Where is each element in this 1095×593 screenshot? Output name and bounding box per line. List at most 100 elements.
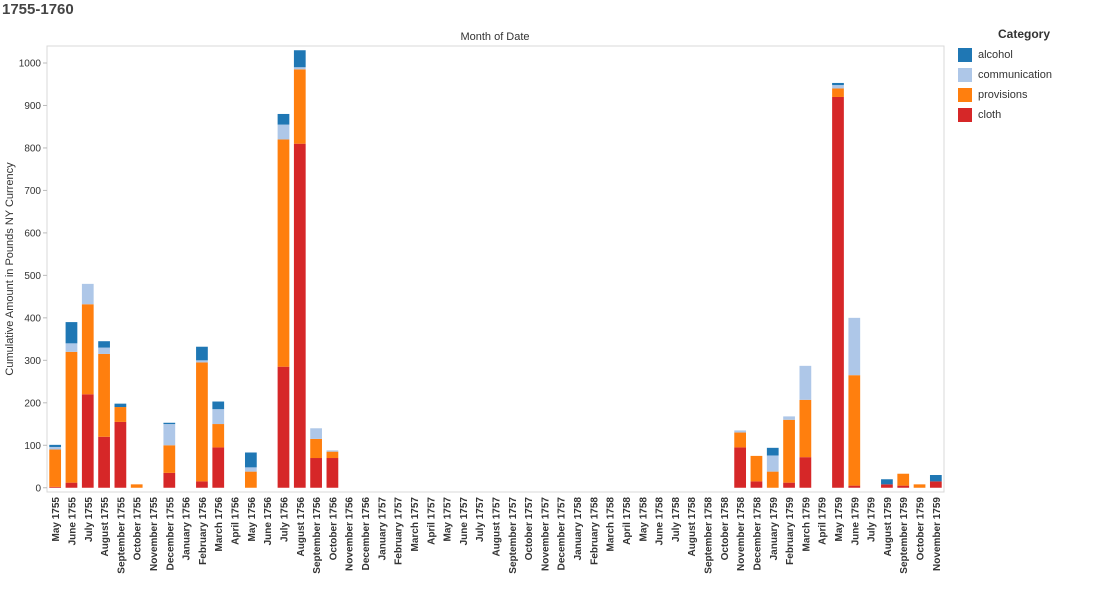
bar-provisions[interactable]: February 1759 — provisions: 148 <box>783 419 795 483</box>
stacked-bar-chart: Month of Date Cumulative Amount in Pound… <box>4 31 945 574</box>
y-axis-title: Cumulative Amount in Pounds NY Currency <box>4 162 16 376</box>
bar-provisions[interactable]: February 1756 — provisions: 280 <box>196 362 208 482</box>
bar-provisions[interactable]: July 1756 — provisions: 535 <box>277 139 290 367</box>
bar-provisions[interactable]: October 1759 — provisions: 8 <box>913 484 926 488</box>
x-tick-label: May 1755 <box>51 497 62 542</box>
x-tick-label: June 1759 <box>850 497 861 546</box>
bar-communication[interactable]: August 1756 — communication: 5 <box>293 67 306 70</box>
x-tick-label: October 1757 <box>524 497 535 561</box>
bar-provisions[interactable]: October 1755 — provisions: 8 <box>130 484 143 488</box>
x-tick-label: July 1755 <box>84 497 95 542</box>
bar-cloth[interactable]: August 1755 — cloth: 120 <box>98 436 110 488</box>
x-tick-label: June 1757 <box>459 497 470 546</box>
bar-cloth[interactable]: March 1756 — cloth: 95 <box>212 447 225 488</box>
x-tick-label: December 1756 <box>361 497 372 571</box>
x-tick-label: August 1755 <box>100 497 111 557</box>
bar-communication[interactable]: May 1756 — communication: 10 <box>244 467 257 472</box>
bar-communication[interactable]: May 1759 — communication: 8 <box>832 85 844 89</box>
legend-items: alcohol communication provisions cloth <box>958 45 1088 125</box>
bar-alcohol[interactable]: January 1759 — alcohol: 18 <box>766 447 779 456</box>
bar-cloth[interactable]: August 1756 — cloth: 810 <box>293 143 306 488</box>
bar-provisions[interactable]: September 1756 — provisions: 45 <box>310 438 322 459</box>
bar-alcohol[interactable]: August 1759 — alcohol: 12 <box>881 479 893 485</box>
bar-cloth[interactable]: September 1755 — cloth: 155 <box>114 421 127 488</box>
x-tick-label: March 1758 <box>606 497 617 552</box>
bar-alcohol[interactable]: May 1759 — alcohol: 5 <box>832 82 844 86</box>
bar-alcohol[interactable]: June 1755 — alcohol: 50 <box>65 322 78 344</box>
bar-cloth[interactable]: September 1759 — cloth: 5 <box>897 485 910 488</box>
bar-alcohol[interactable]: May 1756 — alcohol: 35 <box>244 452 257 468</box>
x-tick-label: March 1756 <box>214 497 225 552</box>
bar-provisions[interactable]: May 1756 — provisions: 38 <box>244 471 257 488</box>
y-tick-label: 500 <box>24 271 41 282</box>
bar-cloth[interactable]: July 1755 — cloth: 220 <box>81 394 94 488</box>
bar-provisions[interactable]: March 1759 — provisions: 135 <box>799 399 812 458</box>
legend-item-communication[interactable]: communication <box>958 65 1088 85</box>
column-header: Month of Date <box>460 31 529 43</box>
bar-cloth[interactable]: November 1759 — cloth: 15 <box>929 481 942 488</box>
legend-swatch <box>958 108 972 122</box>
bar-communication[interactable]: November 1758 — communication: 5 <box>734 430 747 433</box>
x-tick-label: September 1756 <box>312 497 323 574</box>
bar-provisions[interactable]: May 1759 — provisions: 20 <box>832 88 844 97</box>
bar-communication[interactable]: January 1759 — communication: 38 <box>766 455 779 472</box>
bar-provisions[interactable]: March 1756 — provisions: 55 <box>212 424 225 448</box>
x-tick-label: April 1757 <box>426 497 437 545</box>
bar-communication[interactable]: August 1755 — communication: 15 <box>98 347 110 354</box>
x-tick-label: November 1759 <box>932 497 943 571</box>
bar-cloth[interactable]: November 1758 — cloth: 95 <box>734 447 747 488</box>
x-tick-label: August 1758 <box>687 497 698 557</box>
bar-communication[interactable]: June 1759 — communication: 135 <box>848 317 861 376</box>
bar-cloth[interactable]: October 1756 — cloth: 70 <box>326 458 339 488</box>
bar-provisions[interactable]: August 1755 — provisions: 195 <box>98 353 110 437</box>
legend-item-alcohol[interactable]: alcohol <box>958 45 1088 65</box>
bar-cloth[interactable]: June 1755 — cloth: 12 <box>65 482 78 488</box>
bar-cloth[interactable]: May 1759 — cloth: 920 <box>832 96 844 488</box>
bar-provisions[interactable]: July 1755 — provisions: 212 <box>81 304 94 395</box>
bar-cloth[interactable]: March 1759 — cloth: 72 <box>799 457 812 488</box>
bar-communication[interactable]: September 1756 — communication: 25 <box>310 428 322 439</box>
bar-alcohol[interactable]: August 1755 — alcohol: 15 <box>98 341 110 348</box>
bar-cloth[interactable]: June 1759 — cloth: 5 <box>848 485 861 488</box>
bar-alcohol[interactable]: September 1755 — alcohol: 8 <box>114 403 127 408</box>
bar-alcohol[interactable]: February 1756 — alcohol: 32 <box>196 346 208 361</box>
bar-cloth[interactable]: December 1758 — cloth: 15 <box>750 481 763 488</box>
bar-cloth[interactable]: February 1759 — cloth: 12 <box>783 482 795 488</box>
bar-provisions[interactable]: June 1755 — provisions: 308 <box>65 351 78 483</box>
bar-alcohol[interactable]: November 1759 — alcohol: 15 <box>929 475 942 482</box>
bar-provisions[interactable]: August 1756 — provisions: 175 <box>293 69 306 144</box>
bar-alcohol[interactable]: August 1756 — alcohol: 40 <box>293 50 306 68</box>
bar-cloth[interactable]: February 1756 — cloth: 15 <box>196 481 208 488</box>
bar-provisions[interactable]: September 1759 — provisions: 28 <box>897 473 910 486</box>
bar-communication[interactable]: February 1756 — communication: 5 <box>196 360 208 363</box>
bar-alcohol[interactable]: December 1755 — alcohol: 3 <box>163 422 176 425</box>
bar-provisions[interactable]: September 1755 — provisions: 35 <box>114 407 127 422</box>
bar-cloth[interactable]: September 1756 — cloth: 70 <box>310 458 322 488</box>
legend-item-cloth[interactable]: cloth <box>958 105 1088 125</box>
bar-communication[interactable]: December 1755 — communication: 50 <box>163 424 176 446</box>
bar-communication[interactable]: July 1755 — communication: 48 <box>81 283 94 305</box>
bar-provisions[interactable]: November 1758 — provisions: 35 <box>734 432 747 448</box>
bar-provisions[interactable]: January 1759 — provisions: 38 <box>766 471 779 488</box>
bar-communication[interactable]: March 1756 — communication: 35 <box>212 409 225 425</box>
bar-communication[interactable]: March 1759 — communication: 80 <box>799 365 812 400</box>
bar-alcohol[interactable]: March 1756 — alcohol: 18 <box>212 401 225 410</box>
bar-cloth[interactable]: July 1756 — cloth: 285 <box>277 366 290 488</box>
legend-item-provisions[interactable]: provisions <box>958 85 1088 105</box>
bar-cloth[interactable]: May 1755 — cloth: 2 <box>49 486 62 488</box>
bar-communication[interactable]: June 1755 — communication: 20 <box>65 343 78 352</box>
bar-cloth[interactable]: August 1759 — cloth: 8 <box>881 484 893 488</box>
bar-alcohol[interactable]: July 1756 — alcohol: 25 <box>277 113 290 125</box>
bar-provisions[interactable]: December 1755 — provisions: 65 <box>163 445 176 473</box>
bar-provisions[interactable]: October 1756 — provisions: 15 <box>326 451 339 459</box>
bar-communication[interactable]: May 1755 — communication: 6 <box>49 446 62 450</box>
bar-provisions[interactable]: December 1758 — provisions: 60 <box>750 455 763 482</box>
y-tick-label: 1000 <box>19 58 42 69</box>
bar-communication[interactable]: February 1759 — communication: 8 <box>783 416 795 420</box>
bar-provisions[interactable]: May 1755 — provisions: 88 <box>49 449 62 487</box>
bar-alcohol[interactable]: May 1755 — alcohol: 5 <box>49 444 62 447</box>
bar-communication[interactable]: October 1756 — communication: 3 <box>326 450 339 452</box>
bar-cloth[interactable]: December 1755 — cloth: 35 <box>163 472 176 488</box>
bar-provisions[interactable]: June 1759 — provisions: 260 <box>848 375 861 486</box>
bar-communication[interactable]: July 1756 — communication: 35 <box>277 124 290 140</box>
